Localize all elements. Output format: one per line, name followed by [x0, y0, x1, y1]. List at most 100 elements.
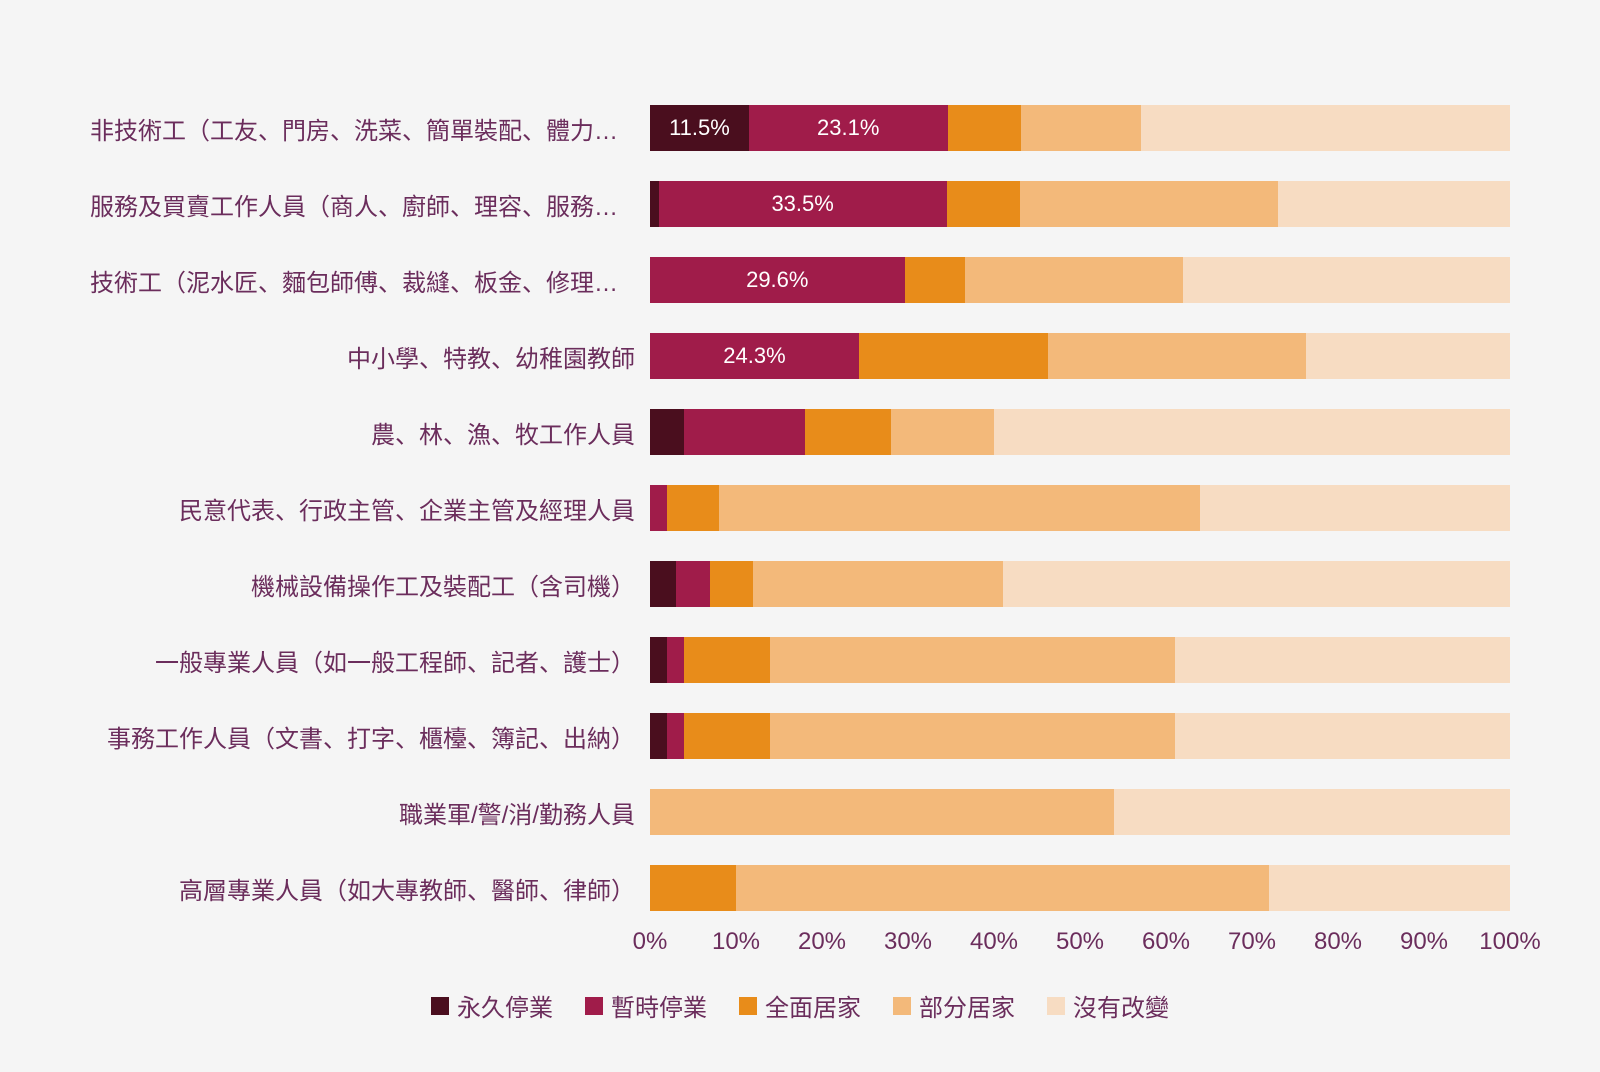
legend: 永久停業 暫時停業 全面居家 部分居家沒有改變: [90, 988, 1510, 1023]
bar-segment-no_change: [1114, 789, 1510, 835]
chart-row: 農、林、漁、牧工作人員: [90, 394, 1510, 470]
bar-segment-full_wfh: [947, 181, 1020, 227]
x-axis-tick: 80%: [1314, 928, 1362, 956]
x-axis-tick: 90%: [1400, 928, 1448, 956]
legend-item: 沒有改變: [1047, 988, 1169, 1023]
bar-segment-partial_wfh: [965, 257, 1183, 303]
bar-segment-temp_close: [667, 713, 684, 759]
chart-row: 事務工作人員（文書、打字、櫃檯、簿記、出納）: [90, 698, 1510, 774]
bar-value-label: 11.5%: [669, 115, 730, 141]
bar-segment-partial_wfh: [753, 561, 1002, 607]
bar-segment-permanent_close: [650, 637, 667, 683]
bar-value-label: 23.1%: [817, 115, 879, 141]
chart-row: 高層專業人員（如大專教師、醫師、律師）: [90, 850, 1510, 926]
bar-segment-temp_close: 24.3%: [650, 333, 859, 379]
bar-value-label: 33.5%: [771, 191, 833, 217]
bar-segment-no_change: [1269, 865, 1510, 911]
bar-track: [650, 789, 1510, 835]
bar-track: 11.5% 23.1%: [650, 105, 1510, 151]
chart-container: 非技術工（工友、門房、洗菜、簡單裝配、體力工）11.5%23.1%服務及買賣工作…: [0, 0, 1600, 1072]
y-axis-label: 中小學、特教、幼稚園教師: [90, 339, 650, 374]
y-axis-label: 事務工作人員（文書、打字、櫃檯、簿記、出納）: [90, 719, 650, 754]
bar-segment-permanent_close: 11.5%: [650, 105, 749, 151]
bar-segment-temp_close: [667, 637, 684, 683]
chart-row: 職業軍/警/消/勤務人員: [90, 774, 1510, 850]
y-axis-label: 農、林、漁、牧工作人員: [90, 415, 650, 450]
legend-label: 暫時停業: [611, 988, 707, 1023]
x-axis-tick: 0%: [633, 928, 668, 956]
y-axis-label: 機械設備操作工及裝配工（含司機）: [90, 567, 650, 602]
bar-segment-permanent_close: [650, 409, 684, 455]
bar-segment-temp_close: [650, 485, 667, 531]
y-axis-label: 服務及買賣工作人員（商人、廚師、理容、服務生、保母、警衛、…: [90, 187, 650, 222]
bar-segment-no_change: [1175, 637, 1510, 683]
chart-row: 非技術工（工友、門房、洗菜、簡單裝配、體力工）11.5%23.1%: [90, 90, 1510, 166]
legend-swatch: [1047, 997, 1065, 1015]
bar-segment-partial_wfh: [1021, 105, 1141, 151]
bar-track: 29.6%: [650, 257, 1510, 303]
legend-item: 全面居家: [739, 988, 861, 1023]
plot-area: 非技術工（工友、門房、洗菜、簡單裝配、體力工）11.5%23.1%服務及買賣工作…: [90, 90, 1510, 920]
bar-segment-partial_wfh: [650, 789, 1114, 835]
bar-segment-permanent_close: [650, 561, 676, 607]
x-axis-tick: 60%: [1142, 928, 1190, 956]
bar-value-label: 24.3%: [723, 343, 785, 369]
chart-row: 民意代表、行政主管、企業主管及經理人員: [90, 470, 1510, 546]
bar-segment-no_change: [1183, 257, 1510, 303]
y-axis-label: 民意代表、行政主管、企業主管及經理人員: [90, 491, 650, 526]
legend-swatch: [585, 997, 603, 1015]
legend-swatch: [739, 997, 757, 1015]
chart-row: 服務及買賣工作人員（商人、廚師、理容、服務生、保母、警衛、… 33.5%: [90, 166, 1510, 242]
legend-item: 暫時停業: [585, 988, 707, 1023]
bar-segment-partial_wfh: [1048, 333, 1306, 379]
legend-label: 部分居家: [919, 988, 1015, 1023]
bar-segment-partial_wfh: [770, 637, 1174, 683]
bar-segment-full_wfh: [859, 333, 1048, 379]
chart-row: 技術工（泥水匠、麵包師傅、裁縫、板金、修理電器） 29.6%: [90, 242, 1510, 318]
chart-row: 機械設備操作工及裝配工（含司機）: [90, 546, 1510, 622]
bar-segment-full_wfh: [805, 409, 891, 455]
y-axis-label: 技術工（泥水匠、麵包師傅、裁縫、板金、修理電器）: [90, 263, 650, 298]
x-axis-tick: 10%: [712, 928, 760, 956]
bar-segment-partial_wfh: [770, 713, 1174, 759]
bar-track: [650, 561, 1510, 607]
bar-segment-no_change: [1306, 333, 1510, 379]
bar-segment-partial_wfh: [891, 409, 994, 455]
x-axis-tick: 100%: [1479, 928, 1540, 956]
bar-segment-full_wfh: [905, 257, 965, 303]
bar-segment-full_wfh: [684, 713, 770, 759]
bar-track: 24.3%: [650, 333, 1510, 379]
bar-segment-no_change: [1278, 181, 1510, 227]
bar-track: [650, 637, 1510, 683]
bar-track: [650, 485, 1510, 531]
y-axis-label: 一般專業人員（如一般工程師、記者、護士）: [90, 643, 650, 678]
bar-segment-full_wfh: [650, 865, 736, 911]
bar-segment-temp_close: 29.6%: [650, 257, 905, 303]
x-axis-tick: 40%: [970, 928, 1018, 956]
bar-segment-no_change: [1141, 105, 1510, 151]
bar-segment-partial_wfh: [736, 865, 1269, 911]
x-axis-tick: 50%: [1056, 928, 1104, 956]
bar-segment-full_wfh: [710, 561, 753, 607]
legend-label: 永久停業: [457, 988, 553, 1023]
bar-segment-full_wfh: [948, 105, 1021, 151]
legend-label: 全面居家: [765, 988, 861, 1023]
chart-row: 中小學、特教、幼稚園教師 24.3%: [90, 318, 1510, 394]
legend-swatch: [431, 997, 449, 1015]
y-axis-label: 職業軍/警/消/勤務人員: [90, 795, 650, 830]
bar-segment-partial_wfh: [1020, 181, 1278, 227]
bar-track: [650, 713, 1510, 759]
x-axis-tick: 30%: [884, 928, 932, 956]
bar-value-label: 29.6%: [746, 267, 808, 293]
x-axis-tick: 70%: [1228, 928, 1276, 956]
legend-swatch: [893, 997, 911, 1015]
bar-segment-full_wfh: [667, 485, 719, 531]
legend-item: 永久停業: [431, 988, 553, 1023]
x-axis-tick: 20%: [798, 928, 846, 956]
bar-segment-permanent_close: [650, 181, 659, 227]
bar-segment-temp_close: 23.1%: [749, 105, 948, 151]
bar-segment-permanent_close: [650, 713, 667, 759]
bar-segment-no_change: [1200, 485, 1510, 531]
bar-track: [650, 409, 1510, 455]
bar-segment-no_change: [1003, 561, 1510, 607]
